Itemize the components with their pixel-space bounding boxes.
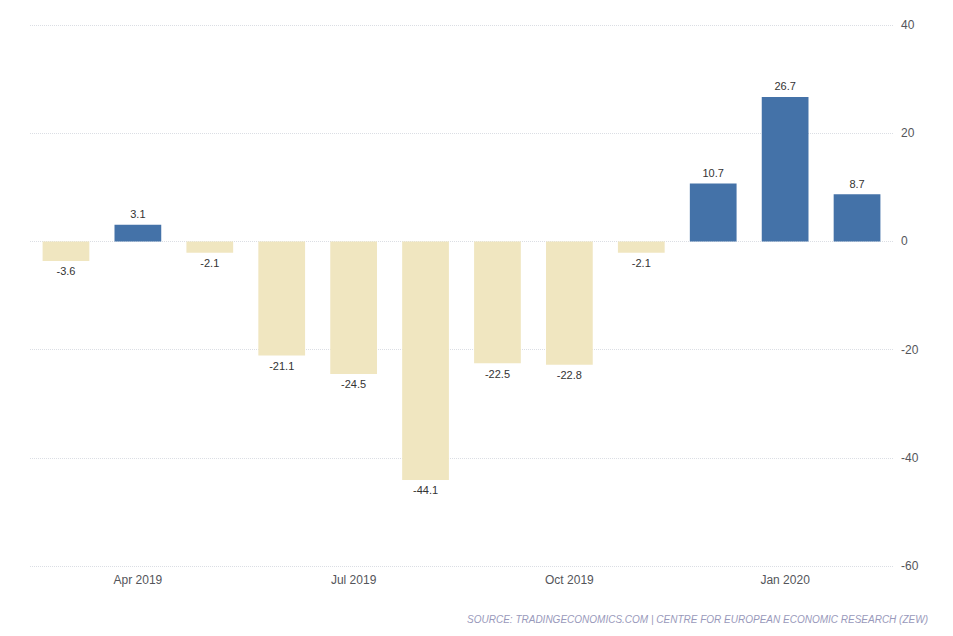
- svg-text:SOURCE: TRADINGECONOMICS.COM |: SOURCE: TRADINGECONOMICS.COM | CENTRE FO…: [467, 614, 928, 625]
- svg-text:-60: -60: [901, 559, 919, 573]
- svg-text:Jul 2019: Jul 2019: [331, 573, 377, 587]
- svg-text:-40: -40: [901, 451, 919, 465]
- svg-text:10.7: 10.7: [702, 167, 723, 179]
- svg-text:20: 20: [901, 126, 915, 140]
- svg-text:26.7: 26.7: [774, 80, 795, 92]
- svg-text:-24.5: -24.5: [341, 378, 366, 390]
- svg-text:-44.1: -44.1: [413, 484, 438, 496]
- svg-text:-21.1: -21.1: [269, 360, 294, 372]
- svg-text:3.1: 3.1: [130, 208, 145, 220]
- svg-text:0: 0: [901, 234, 908, 248]
- svg-text:-22.8: -22.8: [557, 369, 582, 381]
- svg-text:Oct 2019: Oct 2019: [545, 573, 594, 587]
- svg-text:8.7: 8.7: [849, 178, 864, 190]
- svg-text:40: 40: [901, 18, 915, 32]
- svg-text:-2.1: -2.1: [200, 257, 219, 269]
- svg-text:Jan 2020: Jan 2020: [760, 573, 810, 587]
- svg-text:Apr 2019: Apr 2019: [114, 573, 163, 587]
- svg-text:-2.1: -2.1: [632, 257, 651, 269]
- svg-text:-20: -20: [901, 343, 919, 357]
- svg-text:-3.6: -3.6: [56, 265, 75, 277]
- svg-text:-22.5: -22.5: [485, 368, 510, 380]
